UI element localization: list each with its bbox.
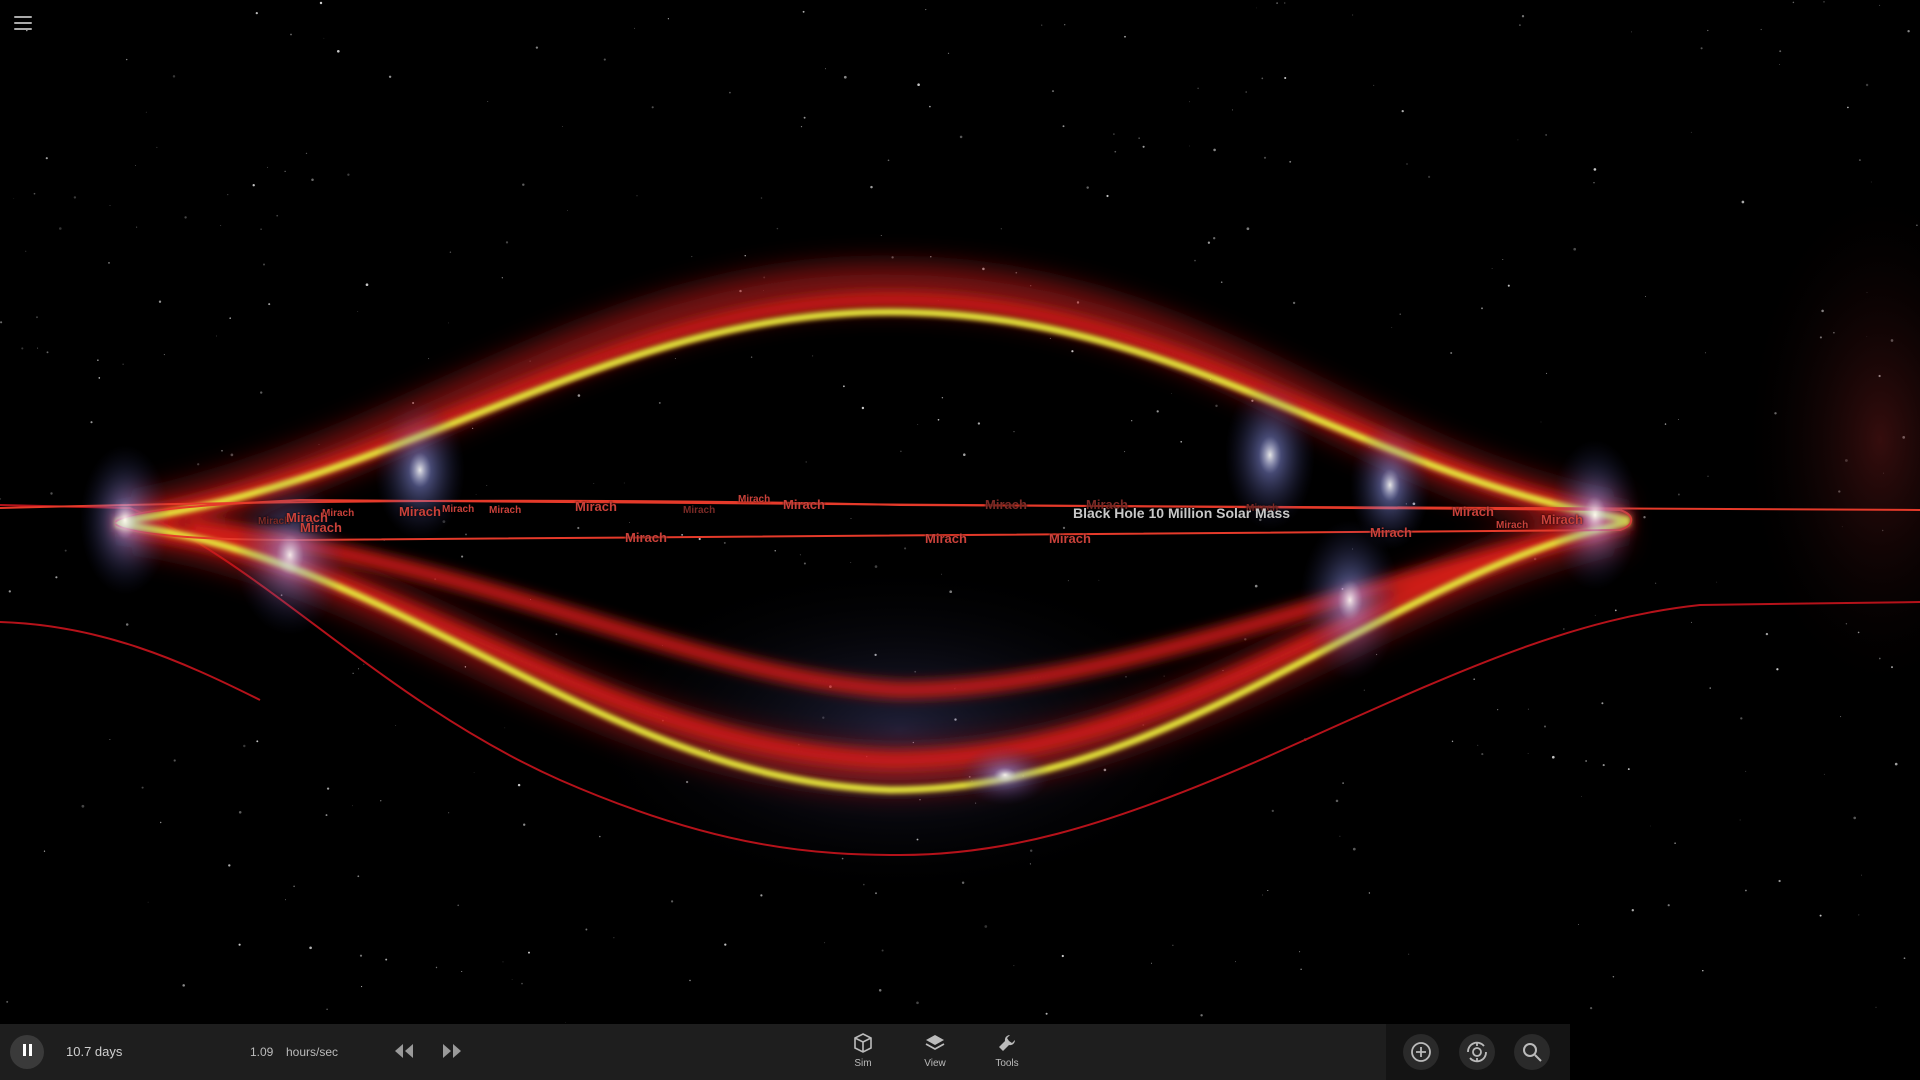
elapsed-time: 10.7 days <box>66 1044 123 1059</box>
body-label[interactable]: Mirach <box>286 510 328 525</box>
rewind-icon <box>395 1044 413 1058</box>
body-label[interactable]: Mirach <box>322 508 355 519</box>
body-label[interactable]: Mirach <box>489 505 522 516</box>
body-label[interactable]: Mirach <box>442 504 475 515</box>
body-label[interactable]: Mirach <box>1246 503 1279 514</box>
tab-tools[interactable]: Tools <box>984 1030 1030 1076</box>
search-button[interactable] <box>1514 1034 1550 1070</box>
body-label[interactable]: Mirach <box>1452 504 1494 519</box>
orbit-camera-icon <box>1467 1041 1487 1063</box>
body-label[interactable]: Mirach <box>575 499 617 514</box>
stellar-glows <box>80 380 1640 805</box>
body-label[interactable]: Mirach <box>625 530 667 545</box>
body-label[interactable]: Mirach <box>1049 531 1091 546</box>
nebula-cloud <box>1740 180 1920 700</box>
time-rate-unit: hours/sec <box>286 1045 339 1059</box>
body-label[interactable]: Mirach <box>258 516 291 527</box>
camera-tools-panel <box>1386 1024 1570 1080</box>
body-label[interactable]: Mirach <box>683 505 716 516</box>
outer-orbit-path <box>0 504 1920 857</box>
body-label[interactable]: Mirach <box>300 520 342 535</box>
tab-sim[interactable]: Sim <box>840 1030 886 1076</box>
space-scene <box>0 1 1920 1023</box>
body-label[interactable]: Mirach <box>1370 525 1412 540</box>
body-label[interactable]: Mirach <box>1541 512 1583 527</box>
pause-icon <box>21 1043 33 1061</box>
time-rate-value[interactable]: 1.09 <box>250 1045 274 1059</box>
add-object-icon <box>1411 1042 1431 1062</box>
body-label[interactable]: Mirach <box>1496 520 1529 531</box>
body-label[interactable]: Mirach <box>1086 497 1128 512</box>
lensing-glow <box>570 560 1230 900</box>
body-label[interactable]: Mirach <box>738 494 771 505</box>
fast-forward-button[interactable] <box>441 1042 463 1065</box>
fast-forward-icon <box>443 1044 461 1058</box>
body-label[interactable]: Mirach <box>399 504 441 519</box>
tab-label: View <box>924 1058 946 1069</box>
add-object-button[interactable] <box>1403 1034 1439 1070</box>
body-label[interactable]: Mirach <box>783 497 825 512</box>
bottom-toolbar: 10.7 days 1.09 hours/sec Sim View Tools <box>0 1024 1570 1080</box>
black-hole-label[interactable]: Black Hole 10 Million Solar Mass <box>1073 505 1291 521</box>
pause-button[interactable] <box>10 1035 44 1069</box>
search-icon <box>1523 1043 1542 1062</box>
orbit-camera-button[interactable] <box>1459 1034 1495 1070</box>
body-label[interactable]: Mirach <box>985 497 1027 512</box>
tab-view[interactable]: View <box>912 1030 958 1076</box>
layers-icon <box>925 1035 945 1051</box>
wrench-icon <box>999 1034 1016 1051</box>
tab-label: Tools <box>995 1058 1019 1069</box>
hamburger-menu-icon[interactable] <box>12 12 34 34</box>
tab-label: Sim <box>854 1058 872 1069</box>
body-label[interactable]: Mirach <box>925 531 967 546</box>
rewind-button[interactable] <box>393 1042 415 1065</box>
cube-icon <box>854 1033 872 1053</box>
